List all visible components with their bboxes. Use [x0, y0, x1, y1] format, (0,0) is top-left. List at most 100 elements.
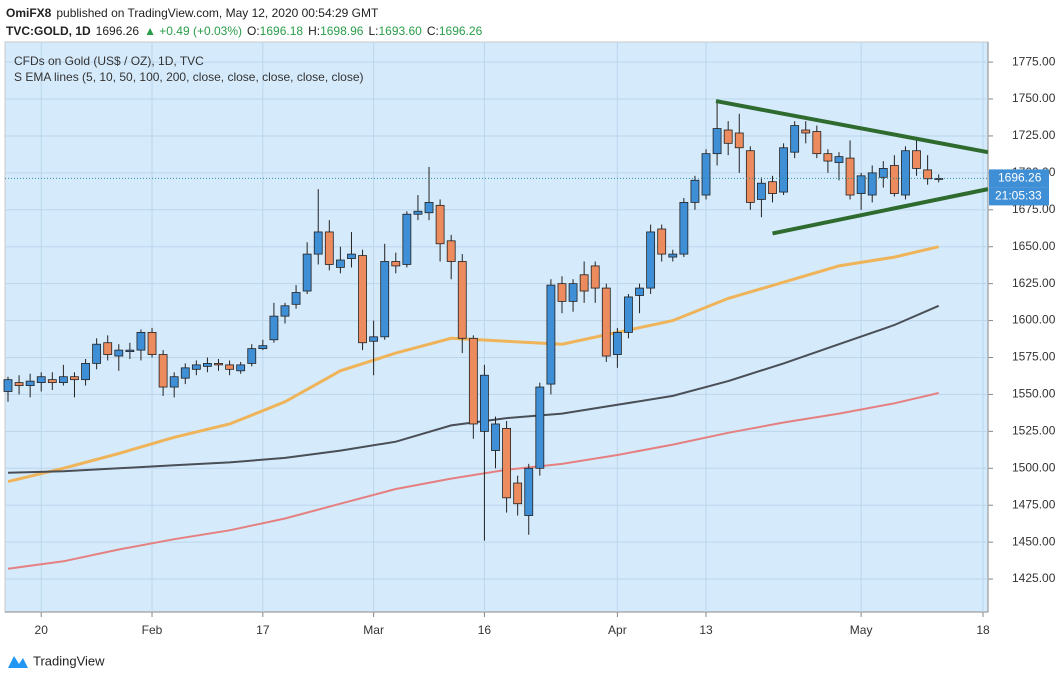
candle-body: [203, 363, 212, 367]
ema-line: [7, 392, 939, 570]
x-tick-label: 16: [478, 623, 492, 637]
ohlc-label: L:: [368, 24, 379, 38]
y-tick-label: 1775.00: [1012, 54, 1056, 68]
candle-body: [546, 284, 556, 385]
candle-body: [601, 287, 611, 357]
x-tick-label: 17: [256, 623, 270, 637]
candle-body: [92, 343, 102, 364]
last-price-label: 1696.26: [998, 171, 1042, 185]
ohlc-value: 1696.18: [259, 24, 304, 38]
candle-body: [912, 150, 921, 169]
candle-body: [834, 156, 844, 163]
candle-body: [435, 204, 445, 245]
candle-body: [136, 331, 146, 351]
candle-body: [901, 150, 910, 196]
candle-body: [657, 228, 667, 255]
y-tick-label: 1625.00: [1012, 276, 1056, 290]
candle-body: [369, 336, 379, 342]
candle-body: [878, 168, 888, 178]
marks: [3, 99, 989, 570]
candle-body: [324, 231, 334, 265]
candle-body: [867, 172, 877, 196]
candle-body: [147, 331, 157, 355]
candle-body: [70, 376, 79, 381]
ohlc: O:1696.18 H:1698.96 L:1693.60 C:1696.26: [242, 24, 482, 38]
candle-body: [47, 379, 57, 384]
ema-line: [7, 245, 940, 484]
x-tick-label: 20: [35, 623, 49, 637]
candle-body: [291, 292, 301, 305]
candle-body: [25, 380, 35, 386]
candle-body: [191, 364, 201, 370]
candle-body: [612, 331, 622, 355]
plot-background: [4, 41, 989, 613]
candle-body: [468, 337, 478, 425]
candle-body: [58, 376, 68, 384]
footer-logo: TradingView: [8, 653, 105, 668]
candle-body: [646, 231, 656, 289]
candle-body: [247, 348, 257, 364]
candle-body: [502, 428, 511, 499]
candle-body: [335, 259, 345, 268]
y-tick-label: 1450.00: [1012, 534, 1056, 548]
candle-body: [280, 305, 290, 317]
trendline: [772, 187, 989, 236]
change: ▲ +0.49 (+0.03%): [144, 24, 242, 38]
y-tick-label: 1475.00: [1012, 497, 1056, 511]
logo-icon: [8, 656, 28, 668]
candle-body: [668, 253, 678, 258]
candle-body: [214, 363, 223, 366]
candle-body: [712, 128, 722, 155]
x-tick-label: 13: [699, 623, 713, 637]
candle-body: [413, 210, 423, 215]
candle-body: [557, 283, 567, 302]
published: published on TradingView.com, May 12, 20…: [56, 6, 379, 20]
candle-body: [845, 157, 855, 196]
ohlc-value: 1696.26: [438, 24, 483, 38]
candle-body: [125, 349, 135, 352]
y-tick-label: 1650.00: [1012, 239, 1056, 253]
y-tick-label: 1550.00: [1012, 387, 1056, 401]
grid: [5, 42, 988, 612]
candle-body: [812, 131, 822, 155]
ohlc-value: 1693.60: [378, 24, 422, 38]
candle-body: [269, 315, 279, 341]
candle-body: [768, 181, 777, 194]
candle-body: [180, 367, 190, 379]
y-tick-label: 1525.00: [1012, 424, 1056, 438]
last-price: 1696.26: [95, 24, 140, 38]
candle-body: [313, 231, 323, 255]
candle-body: [823, 153, 833, 162]
candle-body: [114, 349, 124, 357]
candle-body: [579, 274, 589, 292]
publish-line: OmiFX8 published on TradingView.com, May …: [6, 4, 482, 22]
x-tick-label: Mar: [363, 623, 384, 637]
candle-body: [258, 345, 268, 350]
quote-line: TVC:GOLD, 1D 1696.26 ▲ +0.49 (+0.03%) O:169…: [6, 22, 482, 40]
candle-body: [635, 287, 644, 296]
ohlc-label: O:: [247, 24, 260, 38]
x-tick-label: May: [850, 623, 873, 637]
countdown-box: [989, 187, 1049, 206]
candle-body: [158, 354, 168, 388]
candle-body: [424, 202, 434, 214]
ohlc-label: H:: [308, 24, 321, 38]
candle-body: [3, 379, 13, 392]
y-tick-label: 1425.00: [1012, 571, 1056, 585]
candle-body: [480, 374, 489, 432]
candle-body: [745, 150, 755, 203]
candle-body: [524, 467, 534, 516]
candle-body: [402, 213, 412, 265]
ohlc-label: C:: [426, 24, 439, 38]
candle-body: [889, 165, 899, 194]
candle-body: [568, 283, 578, 302]
y-tick-label: 1600.00: [1012, 313, 1056, 327]
candle-body: [624, 296, 633, 333]
candle-body: [302, 253, 312, 292]
candle-body: [590, 265, 600, 289]
candle-body: [457, 261, 467, 339]
candle-body: [446, 240, 456, 262]
candle-body: [103, 342, 113, 355]
